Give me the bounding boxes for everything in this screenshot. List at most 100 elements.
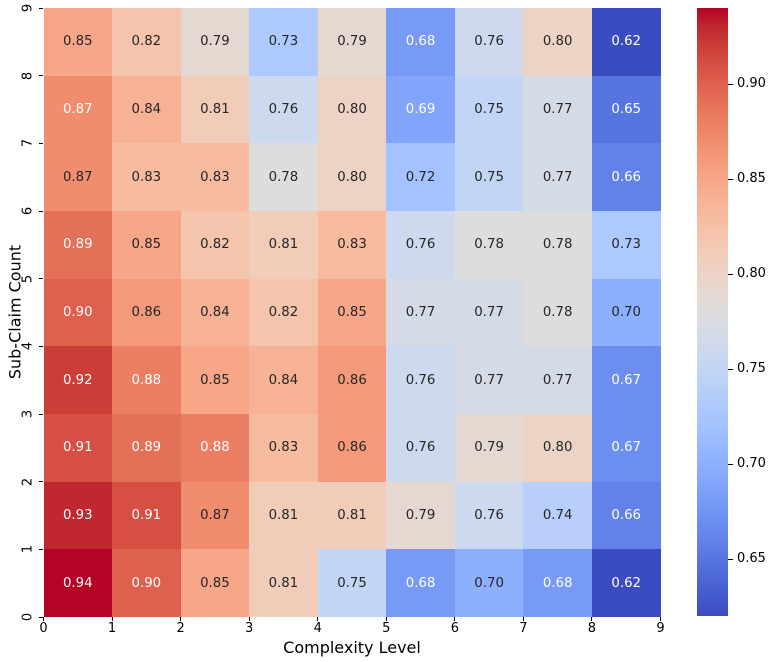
heatmap-cell: 0.85 bbox=[180, 549, 250, 617]
cell-value: 0.62 bbox=[611, 34, 642, 50]
cell-value: 0.76 bbox=[405, 372, 436, 388]
heatmap-cell: 0.85 bbox=[43, 8, 113, 76]
x-tick-mark bbox=[43, 617, 44, 621]
heatmap-cell: 0.79 bbox=[180, 8, 250, 76]
y-tick-label: 1 bbox=[20, 545, 36, 554]
cell-value: 0.73 bbox=[268, 34, 299, 50]
cell-value: 0.93 bbox=[62, 507, 93, 523]
y-tick-mark bbox=[39, 413, 43, 415]
heatmap-cell: 0.77 bbox=[454, 278, 524, 347]
cell-value: 0.72 bbox=[405, 169, 436, 185]
heatmap-cell: 0.81 bbox=[249, 210, 318, 279]
heatmap-cell: 0.91 bbox=[43, 413, 113, 482]
cell-value: 0.78 bbox=[542, 304, 573, 320]
y-tick-mark bbox=[39, 345, 43, 347]
cell-value: 0.66 bbox=[611, 507, 642, 523]
heatmap-cell: 0.76 bbox=[454, 8, 524, 76]
x-tick-mark bbox=[660, 617, 661, 621]
x-tick-label: 4 bbox=[313, 621, 322, 636]
heatmap-cell: 0.83 bbox=[249, 413, 318, 482]
heatmap-cell: 0.80 bbox=[523, 413, 592, 482]
cell-value: 0.81 bbox=[268, 507, 299, 523]
heatmap-grid: 0.85 0.82 0.79 0.73 0.79 0.68 0.76 0.80 0.62 0.87… bbox=[43, 8, 661, 617]
heatmap-cell: 0.70 bbox=[591, 278, 661, 347]
heatmap-cell: 0.88 bbox=[180, 413, 250, 482]
x-axis-label: Complexity Level bbox=[283, 638, 421, 657]
colorbar-tick-mark bbox=[728, 558, 733, 560]
y-tick-mark bbox=[39, 278, 43, 280]
colorbar-tick-mark bbox=[728, 368, 733, 370]
heatmap-cell: 0.86 bbox=[112, 278, 181, 347]
heatmap-cell: 0.78 bbox=[523, 210, 592, 279]
y-tick-label: 9 bbox=[20, 3, 36, 13]
heatmap-cell: 0.81 bbox=[249, 549, 318, 617]
heatmap-cell: 0.80 bbox=[317, 75, 387, 144]
cell-value: 0.77 bbox=[542, 169, 573, 185]
x-tick-mark bbox=[385, 617, 387, 621]
cell-value: 0.77 bbox=[405, 304, 436, 320]
cell-value: 0.82 bbox=[200, 237, 230, 253]
cell-value: 0.91 bbox=[62, 440, 93, 456]
heatmap-cell: 0.89 bbox=[43, 210, 113, 279]
heatmap-cell: 0.85 bbox=[317, 278, 387, 347]
cell-value: 0.68 bbox=[405, 575, 436, 591]
heatmap-cell: 0.67 bbox=[591, 413, 661, 482]
heatmap-cell: 0.83 bbox=[317, 210, 387, 279]
cell-value: 0.76 bbox=[405, 237, 436, 253]
cell-value: 0.79 bbox=[200, 34, 230, 50]
heatmap-cell: 0.88 bbox=[112, 346, 181, 414]
cell-value: 0.74 bbox=[542, 507, 573, 523]
cell-value: 0.82 bbox=[268, 304, 299, 320]
cell-value: 0.68 bbox=[405, 34, 436, 50]
heatmap-cell: 0.94 bbox=[43, 549, 113, 617]
cell-value: 0.90 bbox=[131, 575, 162, 591]
y-tick-label: 3 bbox=[20, 409, 36, 419]
heatmap-cell: 0.66 bbox=[591, 143, 661, 211]
cell-value: 0.67 bbox=[611, 440, 642, 456]
heatmap-cell: 0.77 bbox=[523, 75, 592, 144]
cell-value: 0.78 bbox=[268, 169, 299, 185]
heatmap-cell: 0.73 bbox=[591, 210, 661, 279]
cell-value: 0.67 bbox=[611, 372, 642, 388]
heatmap-cell: 0.93 bbox=[43, 481, 113, 550]
heatmap-cell: 0.81 bbox=[249, 481, 318, 550]
heatmap-cell: 0.84 bbox=[249, 346, 318, 414]
cell-value: 0.84 bbox=[131, 101, 162, 117]
y-tick-mark bbox=[39, 142, 43, 144]
cell-value: 0.76 bbox=[268, 101, 299, 117]
heatmap-cell: 0.72 bbox=[386, 143, 455, 211]
cell-value: 0.75 bbox=[474, 101, 504, 117]
heatmap-cell: 0.85 bbox=[180, 346, 250, 414]
cell-value: 0.68 bbox=[542, 575, 573, 591]
heatmap-cell: 0.81 bbox=[180, 75, 250, 144]
heatmap-cell: 0.70 bbox=[454, 549, 524, 617]
colorbar-tick-mark bbox=[728, 178, 733, 180]
y-tick-mark bbox=[39, 7, 43, 9]
y-tick-label: 2 bbox=[20, 477, 36, 486]
y-tick-label: 0 bbox=[20, 612, 36, 622]
heatmap-cell: 0.77 bbox=[386, 278, 455, 347]
cell-value: 0.85 bbox=[200, 372, 230, 388]
x-tick-mark bbox=[591, 617, 593, 621]
heatmap-cell: 0.68 bbox=[523, 549, 592, 617]
colorbar-tick-label: 0.85 bbox=[737, 171, 766, 186]
heatmap-cell: 0.75 bbox=[454, 143, 524, 211]
cell-value: 0.89 bbox=[62, 237, 93, 253]
cell-value: 0.83 bbox=[337, 237, 367, 253]
heatmap-cell: 0.65 bbox=[591, 75, 661, 144]
heatmap-cell: 0.89 bbox=[112, 413, 181, 482]
heatmap-cell: 0.78 bbox=[523, 278, 592, 347]
cell-value: 0.85 bbox=[131, 237, 162, 253]
heatmap-cell: 0.91 bbox=[112, 481, 181, 550]
cell-value: 0.77 bbox=[474, 372, 504, 388]
colorbar-tick-label: 0.75 bbox=[737, 361, 766, 376]
x-tick-label: 5 bbox=[382, 621, 391, 636]
cell-value: 0.86 bbox=[131, 304, 162, 320]
heatmap-cell: 0.80 bbox=[523, 8, 592, 76]
cell-value: 0.84 bbox=[268, 372, 299, 388]
heatmap-cell: 0.82 bbox=[249, 278, 318, 347]
heatmap-cell: 0.79 bbox=[386, 481, 455, 550]
cell-value: 0.79 bbox=[337, 34, 367, 50]
cell-value: 0.89 bbox=[131, 440, 162, 456]
